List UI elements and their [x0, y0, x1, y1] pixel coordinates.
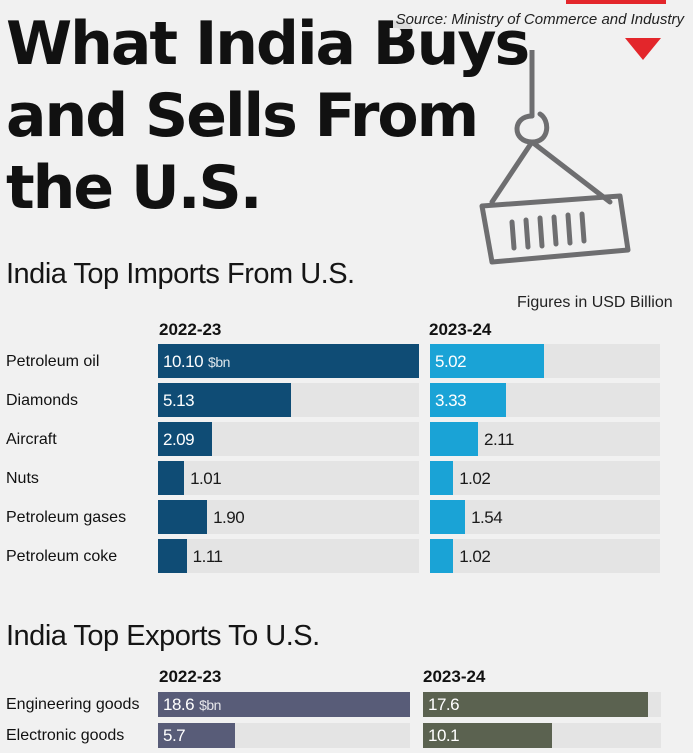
bar-diamonds-2023-24: [430, 383, 506, 417]
row-label-petroleum-coke: Petroleum coke: [6, 548, 118, 565]
bar-engineering-goods-2023-24: [423, 692, 649, 717]
red-accent-strip: [566, 0, 666, 4]
bar-electronic-goods-2022-23: [158, 723, 236, 748]
value-label: 1.01: [190, 469, 222, 488]
row-label-diamonds: Diamonds: [6, 392, 79, 409]
value-label: 1.02: [459, 547, 491, 566]
imports-year-2022-header: 2022-23: [159, 320, 222, 339]
crane-hook-container-icon: [479, 50, 631, 265]
row-label-electronic-goods: Electronic goods: [6, 727, 125, 744]
bar-petroleum-gases-2022-23: [158, 500, 208, 534]
value-label: 3.33: [435, 391, 467, 410]
bar-track: [430, 461, 660, 495]
row-label-petroleum-oil: Petroleum oil: [6, 353, 100, 370]
value-label: 1.90: [213, 508, 245, 527]
value-label: 1.02: [459, 469, 491, 488]
imports-year-2023-header: 2023-24: [429, 320, 492, 339]
unit-label: $bn: [199, 697, 221, 713]
value-label: 10.10 $bn: [163, 352, 230, 371]
bar-nuts-2023-24: [430, 461, 454, 495]
title-line-3: the U.S.: [6, 153, 263, 223]
row-label-engineering-goods: Engineering goods: [6, 696, 140, 713]
value-label: 10.1: [428, 726, 460, 745]
row-label-nuts: Nuts: [6, 470, 39, 487]
bar-track: [430, 539, 660, 573]
bar-petroleum-gases-2023-24: [430, 500, 466, 534]
bar-electronic-goods-2023-24: [423, 723, 553, 748]
bar-petroleum-oil-2023-24: [430, 344, 545, 378]
bar-aircraft-2023-24: [430, 422, 479, 456]
bar-track: [430, 500, 660, 534]
title-line-2: and Sells From: [6, 81, 479, 151]
value-label: 1.54: [471, 508, 503, 527]
value-label: 2.09: [163, 430, 195, 449]
imports-section-title: India Top Imports From U.S.: [6, 258, 355, 290]
unit-label: $bn: [208, 354, 230, 370]
figures-note: Figures in USD Billion: [517, 294, 673, 311]
bar-petroleum-coke-2023-24: [430, 539, 454, 573]
bar-diamonds-2022-23: [158, 383, 291, 417]
bar-track: [158, 539, 419, 573]
value-label: 17.6: [428, 695, 460, 714]
bar-engineering-goods-2022-23: [158, 692, 410, 717]
value-label: 1.11: [192, 547, 223, 566]
row-label-petroleum-gases: Petroleum gases: [6, 509, 127, 526]
bar-aircraft-2022-23: [158, 422, 212, 456]
red-triangle-icon: [625, 38, 661, 60]
exports-year-2023-header: 2023-24: [423, 667, 486, 686]
source-note: Source: Ministry of Commerce and Industr…: [392, 10, 687, 29]
page-title: What India Buys and Sells From the U.S.: [6, 8, 530, 224]
bar-petroleum-coke-2022-23: [158, 539, 187, 573]
value-label: 2.11: [484, 430, 514, 449]
row-label-aircraft: Aircraft: [6, 431, 57, 448]
exports-year-2022-header: 2022-23: [159, 667, 222, 686]
bar-petroleum-oil-2022-23: [158, 344, 419, 378]
value-label: 5.13: [163, 391, 195, 410]
value-label: 5.02: [435, 352, 467, 371]
bar-track: [158, 461, 419, 495]
value-label: 18.6 $bn: [163, 695, 221, 714]
exports-section-title: India Top Exports To U.S.: [6, 620, 320, 652]
bar-nuts-2022-23: [158, 461, 185, 495]
value-label: 5.7: [163, 726, 186, 745]
